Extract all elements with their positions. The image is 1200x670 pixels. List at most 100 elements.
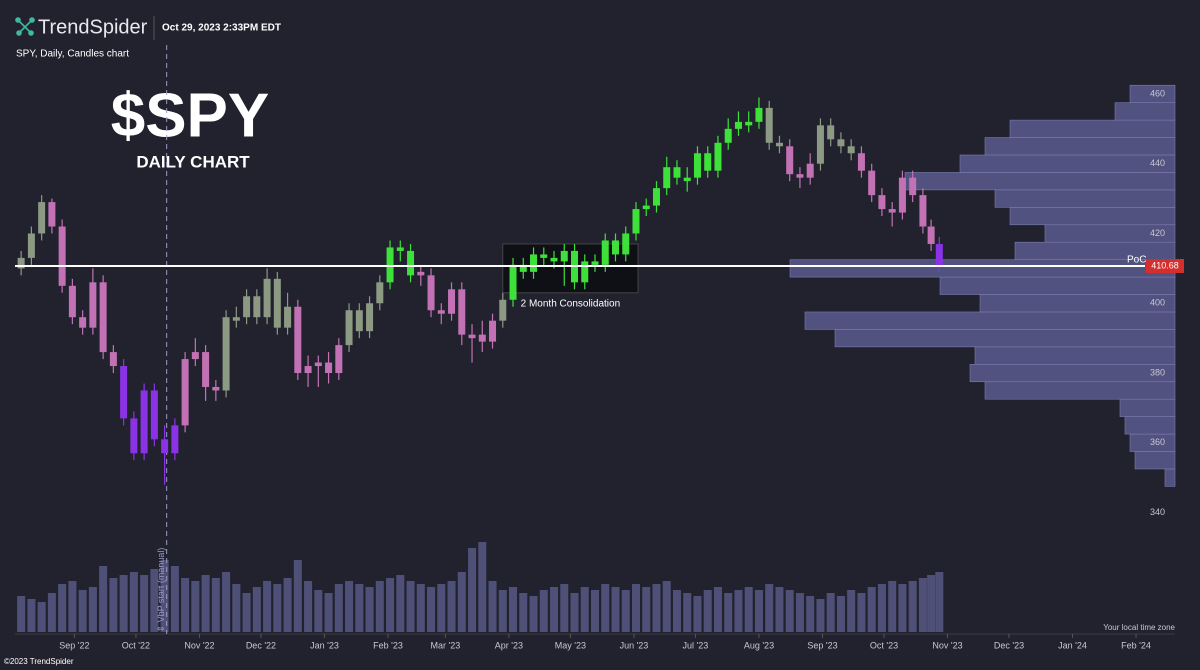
y-tick-label: 340 xyxy=(1150,507,1165,517)
candle-body xyxy=(304,366,312,374)
candle-body xyxy=(540,254,548,258)
timestamp: Oct 29, 2023 2:33PM EDT xyxy=(162,23,281,34)
candle-body xyxy=(847,146,855,154)
candle-body xyxy=(427,275,435,311)
candle-body xyxy=(284,306,292,328)
candle-body xyxy=(806,163,814,178)
candle-body xyxy=(314,362,322,367)
volume-bar xyxy=(519,593,528,632)
volume-bar xyxy=(406,581,415,632)
volume-bar xyxy=(539,590,548,632)
candle-body xyxy=(109,352,117,367)
candle-body xyxy=(489,320,497,342)
volume-bar xyxy=(324,593,333,632)
candle-body xyxy=(734,121,742,129)
volume-bar xyxy=(795,593,804,632)
volume-profile-bar xyxy=(1164,468,1176,487)
volume-profile-bar xyxy=(984,137,1176,156)
candle-body xyxy=(140,390,148,454)
volume-bar xyxy=(283,578,292,632)
candle-body xyxy=(530,254,538,272)
candle-body xyxy=(458,289,466,335)
x-tick-label: Oct '23 xyxy=(870,640,898,650)
candle-body xyxy=(714,142,722,171)
candle-body xyxy=(519,264,527,272)
volume-bar xyxy=(509,587,518,632)
candle-body xyxy=(693,153,701,178)
candle-body xyxy=(927,226,935,244)
candle-body xyxy=(355,310,363,332)
candle-body xyxy=(765,107,773,143)
volume-profile-bar xyxy=(979,294,1176,313)
volume-bar xyxy=(355,584,364,632)
x-tick-label: Aug '23 xyxy=(744,640,774,650)
x-tick-label: Jan '24 xyxy=(1058,640,1087,650)
chart-title: $SPY xyxy=(111,81,270,150)
candle-body xyxy=(591,261,599,265)
volume-bar xyxy=(211,578,220,632)
candle-body xyxy=(243,296,251,318)
candle-body xyxy=(437,310,445,314)
x-tick-label: Nov '22 xyxy=(184,640,214,650)
volume-bar xyxy=(160,560,169,632)
y-tick-label: 460 xyxy=(1150,88,1165,98)
x-tick-label: Jul '23 xyxy=(683,640,709,650)
x-tick-label: Jan '23 xyxy=(310,640,339,650)
volume-bar xyxy=(683,593,692,632)
volume-bar xyxy=(529,596,538,632)
candle-body xyxy=(396,247,404,251)
candle-body xyxy=(120,366,128,419)
candle-body xyxy=(222,317,230,391)
x-tick-label: Feb '23 xyxy=(373,640,403,650)
candle-body xyxy=(181,359,189,426)
volume-bar xyxy=(816,599,825,632)
candle-body xyxy=(868,170,876,196)
x-tick-label: Sep '23 xyxy=(807,640,837,650)
candle-body xyxy=(796,174,804,178)
volume-bar xyxy=(170,566,179,632)
candle-body xyxy=(89,282,97,328)
candle-body xyxy=(68,285,76,318)
volume-bar xyxy=(693,596,702,632)
volume-profile-bar xyxy=(974,346,1176,365)
volume-bar xyxy=(662,581,671,632)
candle-body xyxy=(652,188,660,206)
candle-body xyxy=(386,247,394,283)
candle-body xyxy=(99,282,107,353)
timezone-note: Your local time zone xyxy=(1103,623,1175,632)
volume-bar xyxy=(550,587,559,632)
x-tick-label: Apr '23 xyxy=(495,640,523,650)
annotation: 2 Month Consolidation xyxy=(521,298,621,309)
volume-bar xyxy=(631,584,640,632)
volume-bar xyxy=(836,596,845,632)
volume-bar xyxy=(334,584,343,632)
candle-body xyxy=(478,334,486,342)
volume-bar xyxy=(222,572,231,632)
candle-body xyxy=(499,299,507,321)
volume-bar xyxy=(580,587,589,632)
price-tag-label: 410.68 xyxy=(1151,260,1179,270)
volume-bar xyxy=(498,590,507,632)
logo-icon xyxy=(15,17,35,36)
candle-body xyxy=(935,243,943,266)
volume-bar xyxy=(109,578,118,632)
candle-body xyxy=(837,139,845,147)
volume-bar xyxy=(898,584,907,632)
candle-body xyxy=(898,177,906,213)
volume-profile-bar xyxy=(969,364,1176,383)
volume-profile-bar xyxy=(939,276,1176,295)
copyright: ©2023 TrendSpider xyxy=(4,657,74,666)
volume-bar xyxy=(826,593,835,632)
vbp-start-label: ⇕ VbP start (manual) xyxy=(156,548,166,633)
volume-bar xyxy=(273,584,282,632)
candle-body xyxy=(601,240,609,265)
volume-bar xyxy=(37,602,46,632)
volume-bar xyxy=(806,596,815,632)
candle-body xyxy=(704,153,712,171)
volume-bar xyxy=(734,590,743,632)
x-tick-label: Feb '24 xyxy=(1121,640,1151,650)
candle-body xyxy=(745,121,753,126)
volume-bar xyxy=(847,590,856,632)
